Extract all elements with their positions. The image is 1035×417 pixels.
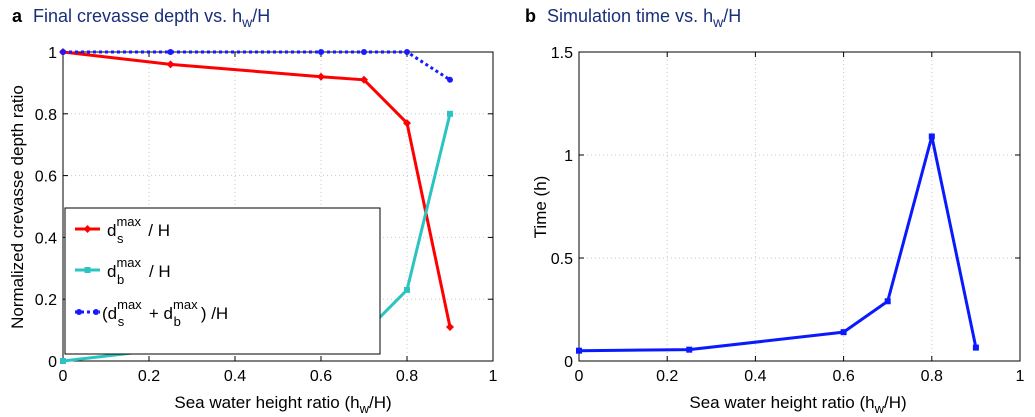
panel-a-series-0-point [360, 75, 368, 84]
panel-a-xlabel-sub: w [359, 401, 370, 416]
legend-sum-sup1: max [117, 297, 142, 312]
legend-box [64, 207, 381, 355]
panel-b-series-0-point [884, 298, 891, 305]
panel-a-series-1-point [60, 358, 66, 364]
panel-a-title-main: Final crevasse depth vs. h [33, 6, 242, 26]
panel-b-title-main: Simulation time vs. h [547, 6, 713, 26]
legend-sum-tail: ) /H [201, 304, 228, 323]
panel-b-ytick-label: 1 [564, 148, 573, 165]
panel-a-series-2-point [167, 49, 174, 55]
legend-sum-mid: + d [144, 304, 173, 323]
legend-marker-sum-left [76, 309, 82, 315]
panel-a-xtick-label: 0.4 [224, 368, 246, 385]
panel-a-xtick-label: 0 [59, 368, 68, 385]
panel-b-series-0-point [928, 133, 935, 140]
panel-a-series-2-point [404, 49, 410, 55]
panel-b-title: b Simulation time vs. hw/H [525, 6, 741, 30]
panel-a-series-0-point [166, 60, 175, 69]
legend-marker-ds [83, 225, 92, 233]
panel-b-ytick-label: 0.5 [551, 251, 573, 268]
panel-a-title-tail: /H [252, 6, 270, 26]
panel-b-xlabel: Sea water height ratio (hw/H) [689, 393, 906, 416]
panel-a-xtick-label: 0.6 [310, 368, 332, 385]
panel-b-series-0-point [840, 329, 847, 336]
panel-b-ytick-label: 0 [564, 354, 573, 371]
legend-sum-pre: (d [102, 304, 117, 323]
panel-a-letter: a [12, 6, 23, 26]
panel-a-series-line-2 [63, 50, 451, 82]
legend-ds-d: d [107, 221, 116, 240]
panel-a-axes-box [62, 51, 494, 362]
legend-entry-db: dmax b / H [75, 255, 171, 287]
legend-marker-db [84, 267, 91, 273]
panel-b-series-line-0 [578, 134, 978, 353]
panel-a-ylabel: Normalized crevasse depth ratio [8, 85, 27, 329]
panel-b-title-sub: w [712, 14, 724, 30]
panel-a-series-0-point [403, 119, 411, 128]
panel-b-series-0-point [686, 346, 693, 353]
legend-entry-sum: (dmax s + dmax b) /H [75, 297, 228, 329]
panel-a-xlabel: Sea water height ratio (hw/H) [174, 393, 391, 416]
legend-sum-sup2: max [173, 297, 198, 312]
panel-a-ytick-label: 0.8 [35, 107, 57, 124]
panel-a-series-0-point [317, 72, 325, 81]
legend-entry-ds: dmax s / H [75, 214, 170, 246]
panel-b-series-0-point [972, 344, 979, 351]
panel-a-xtick-label: 1 [489, 368, 498, 385]
panel-b-xtick-label: 0.6 [832, 368, 854, 385]
panel-b-series-0-point [576, 347, 582, 354]
panel-b-ylabel: Time (h) [531, 176, 550, 239]
panel-b-xlabel-tail: /H) [884, 393, 907, 412]
legend-sum-sub1: s [118, 314, 125, 329]
panel-b-xtick-label: 1 [1016, 368, 1025, 385]
panel-b-xtick-label: 0.8 [921, 368, 943, 385]
legend: dmax s / H dmax b / H (dmax s + dmax b) /H [64, 207, 381, 355]
legend-db-d: d [107, 262, 116, 281]
legend-ds-tail: / H [144, 221, 170, 240]
panel-a-ytick-label: 0.4 [35, 230, 57, 247]
legend-db-sup: max [116, 255, 141, 270]
panel-b-xlabel-sub: w [874, 401, 885, 416]
panel-a-series-2-point [318, 49, 324, 55]
legend-db-tail: / H [144, 262, 170, 281]
panel-a-ytick-label: 1 [48, 45, 57, 62]
legend-label-ds: dmax s / H [107, 214, 170, 246]
panel-a-series-2-point [361, 49, 367, 55]
panel-b-letter: b [525, 6, 536, 26]
panel-a-title-sub: w [241, 14, 253, 30]
legend-db-sub: b [117, 272, 124, 287]
panel-a-xtick-label: 0.2 [138, 368, 160, 385]
legend-label-db: dmax b / H [107, 255, 171, 287]
panel-a-ytick-label: 0.6 [35, 169, 57, 186]
legend-ds-sub: s [117, 231, 124, 246]
legend-ds-sup: max [116, 214, 141, 229]
panel-b-title-tail: /H [723, 6, 741, 26]
panel-a-ytick-label: 0 [48, 354, 57, 371]
panel-a-xlabel-main: Sea water height ratio (h [174, 393, 359, 412]
panel-b-xtick-label: 0.4 [744, 368, 766, 385]
panel-a-xlabel-tail: /H) [369, 393, 392, 412]
panel-a-series-line-0 [62, 50, 452, 328]
panel-a-series-0-point [446, 323, 454, 332]
legend-marker-sum-right [93, 309, 99, 315]
legend-sum-sub2: b [174, 314, 181, 329]
panel-a-xtick-label: 0.8 [396, 368, 418, 385]
panel-b-axes-box [578, 51, 1021, 362]
panel-b-ytick-label: 1.5 [551, 45, 573, 62]
panel-b-plot: 0 0.2 0.4 0.6 0.8 1 0 0.5 1 1.5 [551, 45, 1025, 385]
panel-a-ytick-label: 0.2 [35, 292, 57, 309]
legend-label-sum: (dmax s + dmax b) /H [102, 297, 228, 329]
panel-a-series-2-point [60, 49, 66, 55]
panel-b-xtick-label: 0.2 [656, 368, 678, 385]
panel-a-title: a Final crevasse depth vs. hw/H [12, 6, 270, 30]
panel-a-series-1-point [404, 286, 410, 293]
panel-b-xlabel-main: Sea water height ratio (h [689, 393, 874, 412]
panel-a-series-1-point [447, 110, 453, 117]
panel-a-series-2-point [447, 76, 453, 83]
panel-b-xtick-label: 0 [575, 368, 584, 385]
